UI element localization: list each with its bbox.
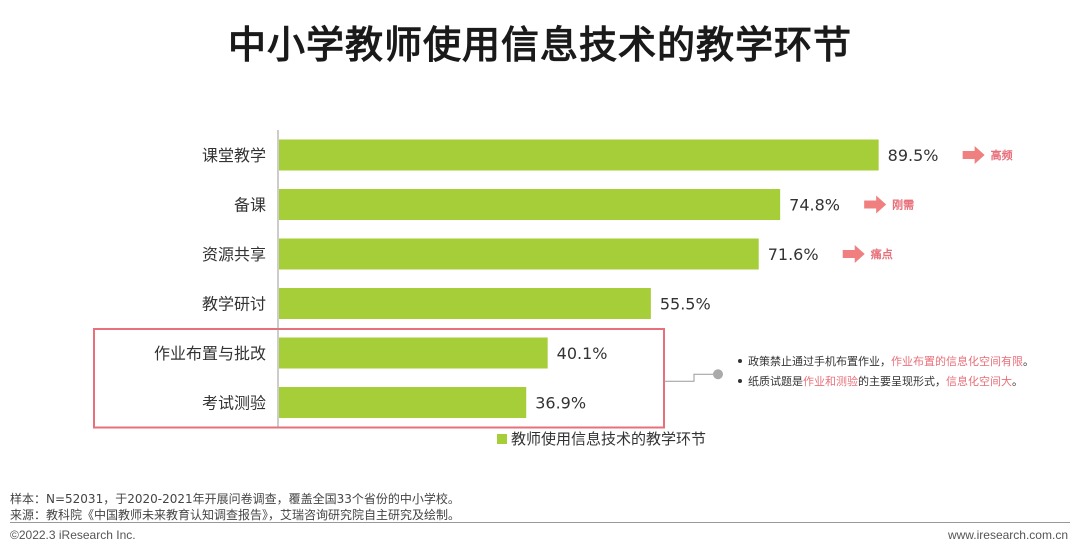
bar <box>279 238 759 270</box>
chart-title: 中小学教师使用信息技术的教学环节 <box>227 23 852 67</box>
category-label: 课堂教学 <box>202 146 266 165</box>
tag-label: 高频 <box>991 148 1013 162</box>
tag-label: 痛点 <box>870 247 893 261</box>
arrow-icon <box>842 245 865 263</box>
note-highlight-span: 作业和测验 <box>803 374 858 388</box>
arrow-icon <box>864 195 887 214</box>
footer-divider <box>10 522 1070 523</box>
legend-swatch <box>497 434 507 444</box>
bar-chart: 课堂教学 89.5% 备课 74.8% 资源共享 71.6% 教学研讨 55.5% 作业布置与批… <box>93 130 1034 448</box>
bar <box>279 288 651 319</box>
value-label: 55.5% <box>660 295 711 314</box>
value-label: 36.9% <box>535 394 586 413</box>
value-label: 40.1% <box>557 344 608 363</box>
category-label: 考试测验 <box>202 394 266 413</box>
bar <box>279 139 879 171</box>
highlight-box <box>93 328 665 429</box>
category-label: 作业布置与批改 <box>154 344 266 363</box>
connector-dot <box>713 369 723 380</box>
sample-note: 样本：N=52031，于2020-2021年开展问卷调查，覆盖全国33个省份的中… <box>10 492 460 506</box>
note-highlight-span: 作业布置的信息化空间有限 <box>891 354 1023 368</box>
category-label: 备课 <box>234 196 266 215</box>
note-span: 政策禁止通过手机布置作业， <box>748 354 891 368</box>
note-span: 的主要呈现形式， <box>858 374 946 388</box>
website-link[interactable]: www.iresearch.com.cn <box>947 528 1068 542</box>
arrow-icon <box>962 146 985 164</box>
legend-label: 教师使用信息技术的教学环节 <box>511 430 706 448</box>
source-note: 来源：教科院《中国教师未来教育认知调查报告》，艾瑞咨询研究院自主研究及绘制。 <box>10 508 461 522</box>
connector-line <box>664 373 716 382</box>
bar <box>279 189 781 220</box>
copyright: ©2022.3 iResearch Inc. <box>10 528 136 542</box>
note-text: 纸质试题是作业和测验的主要呈现形式，信息化空间大。 <box>748 374 1023 388</box>
note-bullet <box>738 359 742 363</box>
note-span: 纸质试题是 <box>748 375 803 388</box>
note-highlight-span: 信息化空间大 <box>946 374 1012 388</box>
note-span: 。 <box>1023 355 1034 368</box>
note-text: 政策禁止通过手机布置作业，作业布置的信息化空间有限。 <box>748 354 1034 368</box>
category-label: 资源共享 <box>202 245 266 264</box>
value-label: 74.8% <box>789 196 840 215</box>
note-span: 。 <box>1012 375 1023 388</box>
category-label: 教学研讨 <box>202 295 266 314</box>
bar <box>279 337 548 369</box>
value-label: 71.6% <box>768 245 819 264</box>
note-bullet <box>738 379 742 383</box>
bar <box>279 387 527 418</box>
value-label: 89.5% <box>888 146 939 165</box>
tag-label: 刚需 <box>892 198 914 212</box>
